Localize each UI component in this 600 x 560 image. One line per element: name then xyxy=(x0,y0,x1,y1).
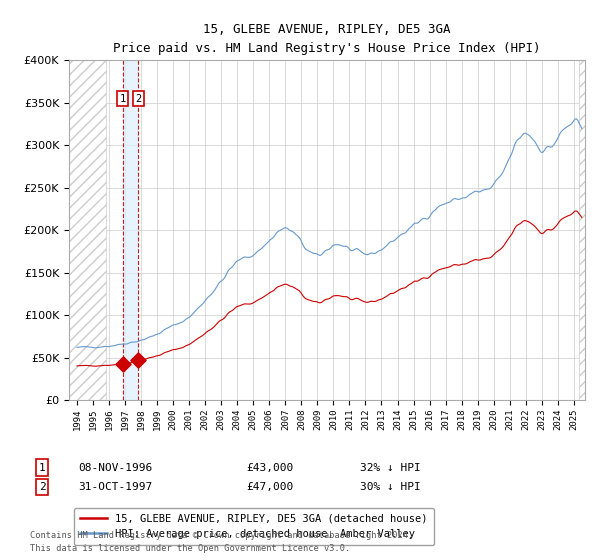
Text: £43,000: £43,000 xyxy=(246,463,293,473)
Point xyxy=(118,360,128,368)
Legend: 15, GLEBE AVENUE, RIPLEY, DE5 3GA (detached house), HPI: Average price, detached: 15, GLEBE AVENUE, RIPLEY, DE5 3GA (detac… xyxy=(74,507,434,545)
Text: 1: 1 xyxy=(38,463,46,473)
Text: £47,000: £47,000 xyxy=(246,482,293,492)
Text: 2: 2 xyxy=(38,482,46,492)
Text: 30% ↓ HPI: 30% ↓ HPI xyxy=(360,482,421,492)
Text: 2: 2 xyxy=(136,94,142,104)
Point xyxy=(134,356,143,365)
Text: 08-NOV-1996: 08-NOV-1996 xyxy=(78,463,152,473)
Bar xyxy=(578,60,585,400)
Text: Contains HM Land Registry data © Crown copyright and database right 2024.: Contains HM Land Registry data © Crown c… xyxy=(30,531,413,540)
Title: 15, GLEBE AVENUE, RIPLEY, DE5 3GA
Price paid vs. HM Land Registry's House Price : 15, GLEBE AVENUE, RIPLEY, DE5 3GA Price … xyxy=(113,23,541,55)
Text: 1: 1 xyxy=(119,94,126,104)
Bar xyxy=(69,60,106,400)
Bar xyxy=(123,60,139,400)
Text: 31-OCT-1997: 31-OCT-1997 xyxy=(78,482,152,492)
Text: This data is licensed under the Open Government Licence v3.0.: This data is licensed under the Open Gov… xyxy=(30,544,350,553)
Text: 32% ↓ HPI: 32% ↓ HPI xyxy=(360,463,421,473)
